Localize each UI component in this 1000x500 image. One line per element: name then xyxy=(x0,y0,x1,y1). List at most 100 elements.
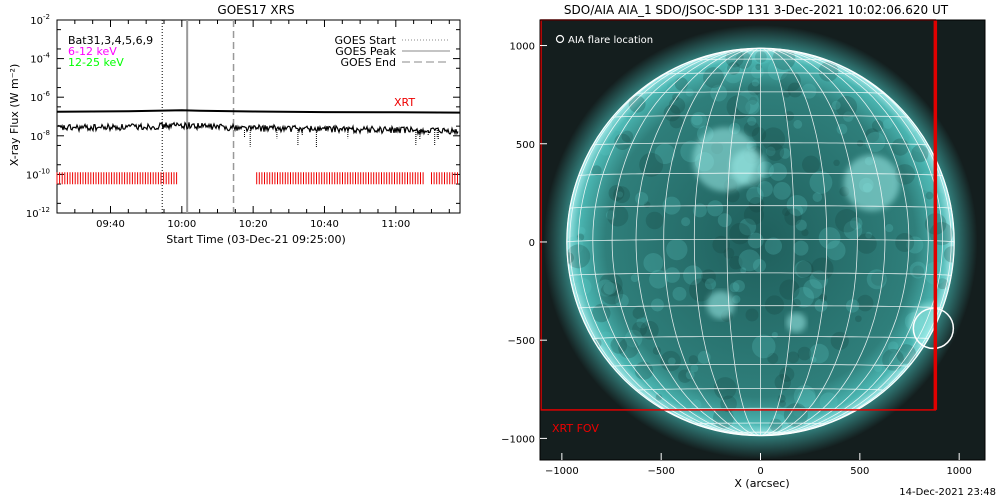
disk-mottle xyxy=(856,233,877,254)
disk-mottle xyxy=(745,308,759,322)
goes-chart-title: GOES17 XRS xyxy=(217,3,294,17)
disk-mottle xyxy=(749,96,758,105)
disk-mottle xyxy=(566,244,591,269)
longitude-line xyxy=(760,47,929,436)
disk-mottle xyxy=(779,148,791,159)
disk-mottle xyxy=(936,278,948,290)
disk-mottle xyxy=(809,343,829,364)
disk-mottle xyxy=(774,374,791,391)
disk-mottle xyxy=(757,181,773,197)
y-tick-label: 1000 xyxy=(510,42,535,53)
legend-circle-symbol xyxy=(555,34,565,44)
disk-mottle xyxy=(896,344,917,364)
disk-mottle xyxy=(729,222,751,245)
disk-mottle xyxy=(735,90,760,115)
disk-mottle xyxy=(674,77,688,91)
y-tick-label: 10-6 xyxy=(30,90,50,104)
disk-mottle xyxy=(865,128,880,143)
disk-mottle xyxy=(707,200,724,217)
longitude-line xyxy=(663,47,761,436)
x-tick-label: 500 xyxy=(850,466,869,477)
legend-energy-item: Bat31,3,4,5,6,9 xyxy=(68,34,153,47)
disk-mottle xyxy=(764,237,783,255)
disk-mottle xyxy=(747,232,764,249)
y-tick-label: 0 xyxy=(529,238,535,249)
disk-mottle xyxy=(764,295,785,315)
disk-mottle xyxy=(766,143,785,161)
disk-mottle xyxy=(723,64,743,84)
x-tick-label: −1000 xyxy=(545,466,579,477)
y-tick-label: 10-10 xyxy=(26,167,50,181)
goes-plot-frame xyxy=(56,19,461,214)
disk-mottle xyxy=(885,224,894,233)
disk-mottle xyxy=(614,133,631,151)
legend-time-item: GOES Start xyxy=(335,34,397,47)
x-tick-label: 10:00 xyxy=(167,219,196,230)
disk-mottle xyxy=(925,191,934,200)
disk-mottle xyxy=(812,192,823,202)
legend-time-item: GOES End xyxy=(340,56,396,69)
y-tick-label: −1000 xyxy=(501,434,535,445)
disk-mottle xyxy=(738,249,761,272)
disk-mottle xyxy=(692,203,707,218)
disk-mottle xyxy=(936,192,945,201)
disk-mottle xyxy=(691,399,702,410)
footer-timestamp: 14-Dec-2021 23:48 xyxy=(899,487,996,498)
goes-panel: GOES17 XRS X-ray Flux (W m⁻²) Start Time… xyxy=(8,3,461,246)
disk-mottle xyxy=(743,204,764,225)
disk-mottle xyxy=(833,159,840,167)
disk-mottle xyxy=(650,298,664,312)
disk-mottle xyxy=(855,315,862,323)
disk-mottle xyxy=(801,83,817,99)
disk-mottle xyxy=(746,186,764,204)
disk-mottle xyxy=(603,281,617,295)
disk-mottle xyxy=(639,152,664,177)
disk-mottle xyxy=(611,115,628,132)
disk-mottle xyxy=(943,246,955,263)
disk-mottle xyxy=(624,329,643,348)
disk-mottle xyxy=(801,155,820,174)
active-region xyxy=(786,312,807,333)
disk-mottle xyxy=(891,138,909,156)
longitude-line xyxy=(760,47,828,436)
disk-mottle xyxy=(598,331,614,347)
disk-mottle xyxy=(739,218,757,236)
disk-mottle xyxy=(751,79,760,87)
disk-mottle xyxy=(835,95,858,118)
disk-mottle xyxy=(685,370,695,380)
disk-mottle xyxy=(640,320,659,340)
disk-mottle xyxy=(726,95,751,119)
disk-mottle xyxy=(796,260,814,278)
disk-mottle xyxy=(809,170,833,194)
disk-mottle xyxy=(592,303,611,323)
disk-mottle xyxy=(793,119,803,129)
disk-mottle xyxy=(793,385,816,408)
disk-mottle xyxy=(809,356,817,364)
disk-mottle xyxy=(663,104,681,122)
x-tick-label: 10:20 xyxy=(239,219,268,230)
disk-mottle xyxy=(743,121,760,137)
disk-mottle xyxy=(654,143,676,164)
active-region xyxy=(706,290,735,319)
disk-mottle xyxy=(767,59,789,81)
disk-mottle xyxy=(750,48,774,64)
disk-mottle xyxy=(628,95,646,113)
disk-mottle xyxy=(771,331,778,339)
disk-mottle xyxy=(688,355,699,365)
disk-mottle xyxy=(835,208,859,233)
disk-mottle xyxy=(751,334,776,359)
longitude-line xyxy=(760,47,795,436)
disk-mottle xyxy=(809,270,829,289)
y-tick-label: 10-2 xyxy=(30,13,50,27)
goes-series-short xyxy=(57,121,459,137)
disk-mottle xyxy=(773,181,791,200)
disk-mottle xyxy=(732,279,745,293)
aia-image-area: XRT FOV AIA flare location −1000 −500 0 500 10… xyxy=(501,19,986,477)
disk-mottle xyxy=(591,165,602,176)
disk-mottle xyxy=(618,337,639,359)
disk-mottle xyxy=(830,331,849,350)
disk-mottle xyxy=(683,265,703,286)
